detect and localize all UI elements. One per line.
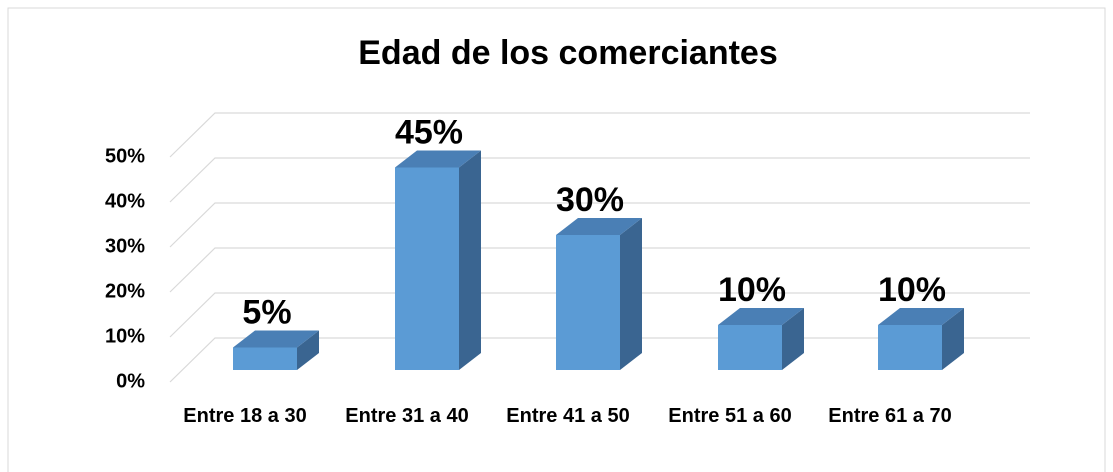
y-tick-label: 40%	[105, 190, 145, 212]
bar	[556, 235, 620, 370]
bar-side	[459, 150, 481, 370]
x-tick-label: Entre 51 a 60	[668, 405, 792, 427]
grid-line	[169, 202, 1030, 248]
y-tick-label: 30%	[105, 235, 145, 257]
bar-side	[942, 308, 964, 370]
grid-line	[169, 112, 1030, 158]
data-label: 5%	[242, 293, 291, 331]
bar-top	[233, 330, 319, 348]
chart-title: Edad de los comerciantes	[358, 34, 778, 72]
x-tick-label: Entre 18 a 30	[183, 405, 307, 427]
bar-top	[395, 150, 481, 168]
bar-side	[620, 218, 642, 370]
bar	[395, 167, 459, 370]
y-tick-label: 0%	[116, 370, 145, 392]
bar	[718, 325, 782, 370]
bar	[878, 325, 942, 370]
x-tick-label: Entre 31 a 40	[345, 405, 469, 427]
bar-top	[878, 308, 964, 325]
x-tick-label: Entre 41 a 50	[506, 405, 630, 427]
data-label: 10%	[878, 271, 946, 309]
bar	[233, 347, 297, 370]
bar-top	[718, 308, 804, 325]
x-tick-label: Entre 61 a 70	[828, 405, 952, 427]
grid-line	[169, 292, 1030, 338]
data-label: 10%	[718, 271, 786, 309]
y-tick-label: 10%	[105, 325, 145, 347]
y-tick-label: 20%	[105, 280, 145, 302]
bar-top	[556, 218, 642, 235]
data-label: 45%	[395, 113, 463, 151]
bar-side	[782, 308, 804, 370]
grid-line	[169, 157, 1030, 203]
bar-side	[297, 330, 319, 370]
grid-line	[169, 247, 1030, 293]
y-tick-label: 50%	[105, 145, 145, 167]
data-label: 30%	[556, 181, 624, 219]
